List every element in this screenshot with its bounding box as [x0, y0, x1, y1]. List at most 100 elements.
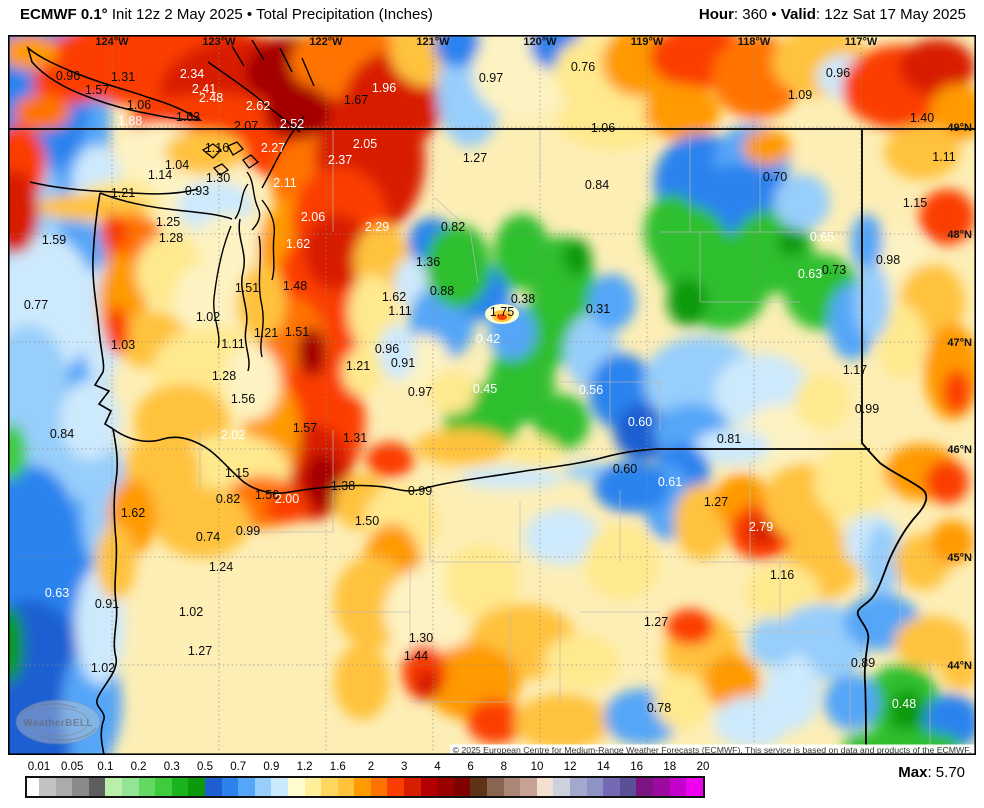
precip-value-label: 1.09 — [788, 88, 812, 102]
max-label: Max — [898, 764, 928, 781]
legend-segment — [619, 778, 637, 796]
map-title: ECMWF 0.1° Init 12z 2 May 2025 • Total P… — [20, 6, 433, 28]
legend-segment — [138, 778, 156, 796]
longitude-label: 118°W — [738, 36, 771, 48]
legend-segment — [652, 778, 670, 796]
legend-segment — [669, 778, 687, 796]
legend-tick-label: 6 — [467, 761, 474, 773]
precip-value-label: 1.27 — [644, 615, 668, 629]
precip-value-label: 1.38 — [331, 479, 355, 493]
legend-tick-label: 20 — [696, 761, 710, 773]
precip-value-label: 0.77 — [24, 298, 48, 312]
precip-value-label: 0.99 — [855, 402, 879, 416]
precip-value-label: 0.78 — [647, 701, 671, 715]
legend-tick-label: 0.3 — [163, 761, 180, 773]
logo-swirl — [19, 703, 97, 741]
map-canvas: 0.96 1.311.572.342.412.481.06 2.621.631.88… — [8, 35, 976, 755]
precip-value-label: 1.30 — [206, 171, 230, 185]
precip-value-label: 1.17 — [843, 363, 867, 377]
precip-value-label: 1.96 — [372, 81, 396, 95]
precip-value-label: 0.48 — [892, 697, 916, 711]
legend-segment — [72, 778, 89, 796]
precip-value-label: 1.31 — [111, 70, 135, 84]
precip-value-label: 0.63 — [45, 586, 69, 600]
precip-value-label: 0.99 — [236, 524, 260, 538]
legend-color-bar — [25, 776, 705, 798]
legend-segment — [204, 778, 222, 796]
copyright-text: © 2025 European Centre for Medium-Range … — [453, 745, 971, 755]
model-run-info: Init 12z 2 May 2025 • Total Precipitatio… — [107, 6, 433, 23]
precip-value-label: 2.41 — [192, 82, 216, 96]
legend-segment — [287, 778, 305, 796]
legend-tick-label: 0.9 — [263, 761, 280, 773]
precip-value-label: 0.76 — [571, 60, 595, 74]
longitude-label: 123°W — [202, 36, 236, 48]
legend-segment — [27, 778, 39, 796]
precip-value-label: 1.16 — [770, 568, 794, 582]
precip-value-label: 1.31 — [343, 431, 367, 445]
precip-value-label: 1.56 — [255, 488, 279, 502]
precip-value-label: 2.48 — [199, 91, 223, 105]
valid-value: : 12z Sat 17 May 2025 — [815, 6, 966, 23]
precip-value-labels: 0.96 1.311.572.342.412.481.06 2.621.631.88… — [24, 60, 956, 715]
precip-value-label: 0.82 — [441, 220, 465, 234]
precip-value-label: 1.40 — [910, 111, 934, 125]
hour-label: Hour — [698, 6, 734, 23]
valid-label: Valid — [780, 6, 816, 23]
precip-value-label: 1.62 — [121, 506, 145, 520]
precip-value-label: 0.97 — [479, 71, 503, 85]
precip-value-label: 1.51 — [235, 281, 259, 295]
map-frame — [8, 35, 976, 755]
precip-value-label: 0.81 — [717, 432, 741, 446]
longitude-label: 117°W — [845, 36, 878, 48]
precip-value-label: 2.34 — [180, 67, 204, 81]
legend-segment — [370, 778, 388, 796]
legend-tick-label: 16 — [630, 761, 643, 773]
legend-segment — [171, 778, 189, 796]
legend-segment — [254, 778, 272, 796]
legend-segment — [586, 778, 604, 796]
precip-value-label: 2.11 — [273, 176, 296, 190]
precip-value-label: 1.06 — [127, 98, 151, 112]
longitude-label: 119°W — [631, 36, 664, 48]
precip-value-label: 1.67 — [344, 93, 368, 107]
legend-segment — [420, 778, 438, 796]
legend-segment — [437, 778, 454, 796]
legend-segment — [470, 778, 488, 796]
precip-value-label: 1.75 — [490, 305, 514, 319]
legend-tick-label: 1.2 — [296, 761, 313, 773]
precip-value-label: 2.29 — [365, 220, 389, 234]
legend-segment — [487, 778, 504, 796]
precip-value-label: 1.27 — [463, 151, 487, 165]
latitude-label: 44°N — [947, 660, 972, 672]
precip-value-label: 1.28 — [159, 231, 183, 245]
precip-value-label: 1.16 — [205, 141, 229, 155]
precip-value-label: 0.61 — [658, 475, 682, 489]
precip-value-label: 2.52 — [280, 117, 304, 131]
longitude-label: 120°W — [523, 36, 557, 48]
precip-value-label: 1.56 — [231, 392, 255, 406]
legend-tick-label: 0.2 — [130, 761, 147, 773]
state-borders-coastlines — [8, 39, 976, 755]
precip-value-label: 0.60 — [628, 415, 652, 429]
legend-segment — [321, 778, 338, 796]
legend-segment — [503, 778, 521, 796]
precip-value-label: 0.99 — [408, 484, 432, 498]
precip-value-label: 0.88 — [430, 284, 454, 298]
legend-tick-label: 12 — [563, 761, 577, 773]
precip-value-label: 1.03 — [111, 338, 135, 352]
latitude-labels: 49°N 48°N 47°N 46°N 45°N 44°N — [947, 122, 972, 672]
precip-value-label: 0.98 — [876, 253, 900, 267]
legend-segment — [636, 778, 653, 796]
legend-segment — [88, 778, 106, 796]
legend-tick-label: 3 — [400, 761, 408, 773]
precip-value-label: 2.06 — [301, 210, 325, 224]
precip-value-label: 1.24 — [209, 560, 233, 574]
legend-segment — [304, 778, 322, 796]
legend-segment — [188, 778, 205, 796]
legend-segment — [155, 778, 172, 796]
legend-tick-label: 2 — [367, 761, 375, 773]
precip-value-label: 2.27 — [261, 141, 285, 155]
precip-value-label: 1.02 — [91, 661, 115, 675]
legend-segment — [354, 778, 371, 796]
